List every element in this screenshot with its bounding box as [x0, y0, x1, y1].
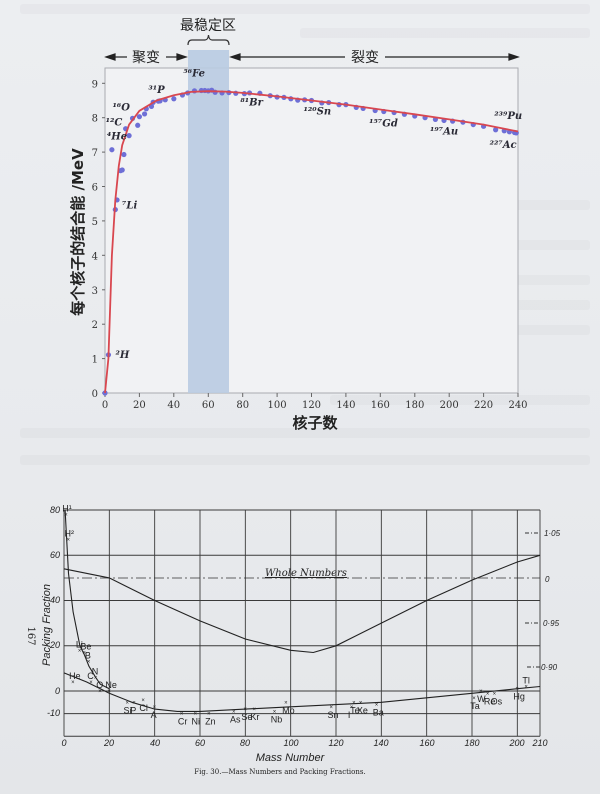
nuclide-label: ³¹P [148, 85, 165, 96]
x-tick-label: 160 [371, 400, 390, 411]
nuclide-label: ¹²C [106, 118, 123, 129]
nuclide-label: ²H [115, 350, 129, 361]
x-tick-label: 100 [268, 400, 287, 411]
y-axis: 0 1 2 3 4 5 6 7 8 9 [92, 79, 105, 400]
x-tick-label: 180 [405, 400, 424, 411]
x-tick-label: 60 [202, 400, 215, 411]
nuclide-label: ⁸¹Br [240, 98, 263, 109]
stable-region-shade [188, 50, 229, 393]
nuclide-label: ²²⁷Ac [490, 140, 517, 151]
nuclide-label: ⁷Li [122, 200, 137, 211]
y-tick-label: 7 [92, 148, 98, 159]
y-tick-label: 4 [92, 251, 98, 262]
nuclide-point [109, 147, 115, 153]
x-tick-label: 140 [336, 400, 355, 411]
faded-text-line [20, 428, 590, 438]
plot-area [104, 67, 519, 394]
x-axis-title: 核子数 [292, 414, 338, 432]
y-tick-label: 0 [92, 389, 98, 400]
fission-arrow [229, 53, 520, 61]
nuclide-label: ²³⁹Pu [494, 111, 522, 122]
x-tick-label: 40 [167, 400, 180, 411]
nuclide-label: ⁴He [107, 132, 127, 143]
nuclide-point [135, 122, 141, 128]
faded-text-line [330, 395, 590, 405]
faded-text-line [20, 455, 590, 465]
nuclide-point [171, 96, 177, 102]
nuclide-point [136, 114, 143, 120]
x-tick-label: 120 [302, 400, 321, 411]
nuclide-point [121, 151, 127, 158]
stable-region-label: 最稳定区 [180, 18, 236, 34]
fusion-label: 聚变 [132, 50, 160, 66]
x-tick-label: 220 [474, 400, 493, 411]
x-tick-label: 80 [236, 400, 249, 411]
y-tick-label: 3 [92, 286, 98, 297]
x-tick-label: 0 [102, 400, 108, 411]
fission-label: 裂变 [351, 50, 379, 66]
x-axis: 0 20 40 60 80 100 120 140 160 180 200 22… [102, 393, 528, 411]
nuclide-label: ¹²⁰Sn [304, 107, 332, 118]
x-tick-label: 240 [508, 400, 527, 411]
fusion-arrow [104, 53, 188, 61]
nuclide-label: ¹⁶O [113, 102, 131, 113]
nuclide-point [119, 167, 125, 173]
nuclide-label: ¹⁵⁷Gd [369, 118, 398, 129]
y-tick-label: 1 [92, 355, 98, 366]
x-tick-label: 20 [133, 400, 146, 411]
faded-text-line [300, 28, 590, 38]
nuclide-point [126, 133, 132, 139]
nuclide-label: ¹⁹⁷Au [430, 126, 458, 137]
y-tick-label: 2 [92, 320, 98, 331]
nuclide-label: ⁵⁶Fe [183, 69, 205, 80]
y-tick-label: 9 [92, 79, 98, 90]
y-tick-label: 8 [92, 114, 98, 125]
fit-curve [104, 90, 519, 394]
y-tick-label: 6 [92, 183, 98, 194]
faded-text-line [20, 4, 590, 14]
x-tick-label: 200 [440, 400, 459, 411]
y-axis-title: 每个核子的结合能 /MeV [69, 148, 87, 316]
y-tick-label: 5 [92, 217, 98, 228]
binding-energy-chart: 最稳定区 聚变 裂变 0 1 2 3 4 5 6 7 8 9 每个核子的结合能 [69, 18, 528, 432]
nuclide-point [141, 111, 148, 117]
nuclide-labels: ²H ⁴He ⁷Li ¹²C ¹⁶O ³¹P ⁵⁶Fe ⁸¹Br ¹²⁰Sn ¹⁵⁷Gd ¹⁹⁷Au… [106, 69, 523, 362]
stable-region-brace [187, 34, 230, 46]
nuclide-point [493, 127, 499, 133]
